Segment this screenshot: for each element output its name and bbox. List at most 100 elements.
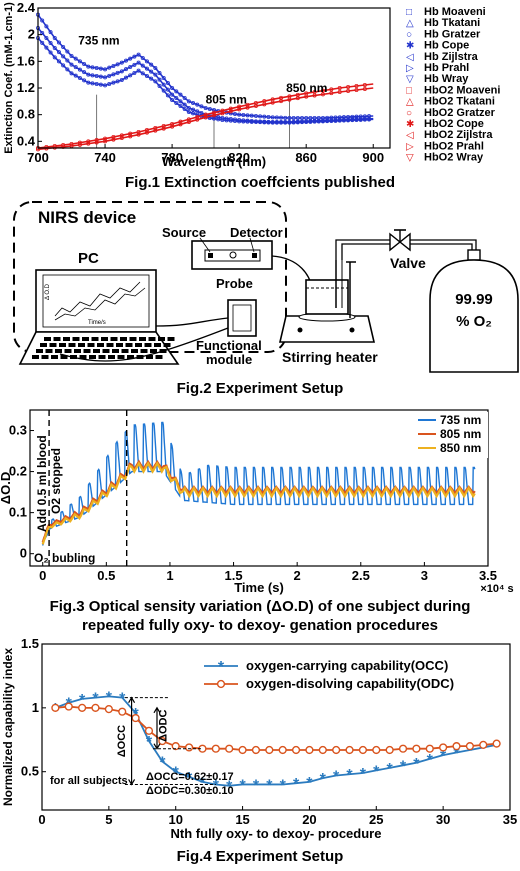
detector-sensor-icon	[252, 253, 257, 258]
fig4-ylabel: Normalized capability index	[1, 648, 15, 806]
keyboard-key-icon	[163, 343, 171, 347]
keyboard-key-icon	[117, 355, 125, 359]
keyboard-key-icon	[127, 355, 134, 359]
fig1-hbo2-series-line	[37, 87, 374, 151]
fig1-data-point	[346, 89, 351, 94]
fig1-data-point	[128, 65, 133, 70]
keyboard-key-icon	[102, 349, 110, 353]
fig1-data-point	[94, 66, 99, 71]
fig1-data-point	[73, 56, 78, 61]
fig1-data-point	[140, 63, 145, 68]
fig1-data-point	[354, 84, 359, 89]
fig1-data-point	[44, 36, 49, 41]
keyboard-key-icon	[121, 349, 129, 353]
keyboard-key-icon	[112, 349, 119, 353]
fig1-legend-entry: Hb Cope	[424, 40, 469, 52]
fig1-data-point	[211, 110, 216, 115]
fig1-data-point	[157, 71, 162, 76]
fig1-data-point	[161, 82, 166, 87]
fig1-data-point	[316, 119, 321, 124]
fig1-data-point	[186, 106, 191, 111]
fig4-occ-point: *	[79, 692, 86, 709]
fig1-legend-marker-icon: ○	[406, 108, 412, 119]
fig4-occ-point: *	[333, 769, 340, 786]
keyboard-key-icon	[44, 337, 51, 341]
fig1-annotation: 735 nm	[78, 34, 119, 48]
fig1-data-point	[119, 133, 124, 138]
fig4-odc-point	[385, 745, 394, 755]
fig1-data-point	[136, 68, 141, 73]
fig1-data-point	[52, 46, 57, 51]
fig4-occ-point: *	[199, 775, 206, 792]
fig1-data-point	[153, 72, 158, 77]
fig4-odc-point	[372, 745, 381, 755]
fig1-legend-marker-icon: □	[406, 85, 412, 96]
experiment-setup-diagram: NIRS device PC Δ O.D Time/s Source Detec…	[13, 201, 519, 373]
fig1-data-point	[61, 63, 66, 68]
fig4-odc-point	[91, 703, 100, 712]
fig1-chart: 735 nm 805 nm 850 nm 700 740 780 820 860 900 0.4…	[3, 0, 500, 169]
fig3-xtick-label: 3.5	[479, 568, 497, 583]
keyboard-key-icon	[129, 337, 137, 341]
fig1-data-point	[119, 69, 124, 74]
fig4-odc-point	[158, 736, 167, 746]
fig1-data-point	[144, 66, 149, 71]
fig1-data-point	[65, 67, 70, 72]
source-label: Source	[162, 225, 206, 240]
fig1-data-point	[211, 113, 216, 118]
keyboard-key-icon	[116, 343, 123, 347]
fig1-data-point	[174, 96, 179, 101]
fig1-data-point	[132, 62, 137, 67]
fig1-data-point	[266, 120, 271, 125]
fig1-data-point	[186, 99, 191, 104]
fig1-data-point	[178, 119, 183, 124]
fig4-odc-point	[439, 743, 448, 752]
fig4-odc-point	[412, 744, 421, 753]
fig1-data-point	[136, 132, 141, 137]
keyboard-key-icon	[154, 343, 161, 347]
fig1-data-point	[119, 135, 124, 140]
fig1-data-point	[232, 119, 237, 124]
fig1-data-point	[283, 120, 288, 125]
keyboard-key-icon	[64, 349, 72, 353]
fig1-data-point	[333, 118, 338, 123]
fig3-xtick-label: 0.5	[97, 568, 115, 583]
fig1-data-point	[69, 62, 74, 67]
fig1-data-point	[157, 77, 162, 82]
fig4-legend-entry: oxygen-carrying capability(OCC)	[246, 658, 448, 673]
fig1-data-point	[170, 92, 175, 97]
fig1-data-point	[40, 30, 45, 35]
fig1-data-point	[153, 66, 158, 71]
fig1-data-point	[69, 54, 74, 59]
fig1-xlabel: Wavelength (nm)	[162, 154, 266, 169]
fig1-data-point	[186, 117, 191, 122]
fig1-data-point	[245, 113, 250, 118]
fig4-occ-point: *	[159, 754, 166, 771]
keyboard-key-icon	[59, 343, 66, 347]
fig1-data-point	[191, 111, 196, 116]
fig4-odc-point	[131, 713, 140, 723]
fig1-data-point	[346, 85, 351, 90]
fig3-xtick-label: 0	[39, 568, 46, 583]
fig4-odc-point	[144, 726, 154, 735]
fig4-occ-point: *	[213, 777, 220, 794]
fig1-data-point	[136, 129, 141, 134]
fig1-data-point	[191, 107, 196, 112]
fig4-occ-point: *	[92, 691, 99, 708]
fig1-ytick-label: 0.8	[17, 107, 35, 122]
fig4-xtick-label: 0	[38, 812, 45, 827]
fig1-data-point	[111, 72, 116, 77]
fig1-data-point	[153, 128, 158, 133]
fig4-occ-point: *	[427, 752, 434, 769]
fig1-data-point	[262, 120, 267, 125]
fig1-data-point	[103, 139, 108, 144]
fig4-annotation-docc: ΔOCC	[116, 725, 128, 757]
fig3-ytick-label: 0	[20, 546, 27, 561]
fig1-legend-entry: Hb Wray	[424, 73, 469, 85]
fig1-data-point	[367, 117, 372, 122]
fig1-data-point	[170, 124, 175, 129]
fig1-data-point	[165, 93, 170, 98]
fig3-legend-entry: 850 nm	[440, 441, 481, 455]
probe-label: Probe	[216, 276, 253, 291]
beaker-icon	[305, 260, 356, 318]
